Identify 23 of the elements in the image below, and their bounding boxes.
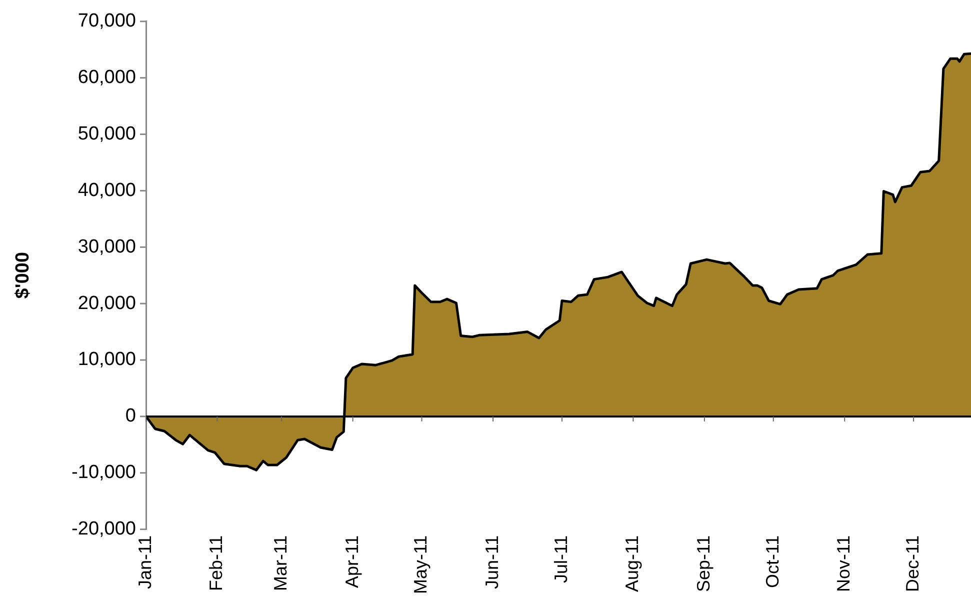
x-tick-label: May-11 (410, 535, 431, 594)
y-tick-label: 10,000 (78, 349, 136, 370)
x-tick-label: Jul-11 (550, 535, 571, 584)
x-tick-label: Aug-11 (622, 535, 642, 592)
y-tick-label: 50,000 (78, 124, 136, 145)
y-axis-title: $'000 (12, 252, 34, 299)
y-tick-label: 60,000 (78, 67, 136, 88)
x-tick-label: Mar-11 (270, 535, 291, 592)
y-tick-label: -20,000 (72, 518, 136, 540)
x-tick-label: Nov-11 (834, 535, 854, 592)
x-tick-label: Jun-11 (482, 535, 502, 590)
x-tick-label: Dec-11 (902, 535, 923, 592)
y-tick-label: 30,000 (78, 236, 136, 258)
y-tick-label: 70,000 (78, 10, 136, 32)
y-tick-label: 0 (125, 406, 136, 427)
x-tick-label: Jan-11 (134, 535, 155, 590)
x-tick-label: Oct-11 (762, 535, 782, 588)
y-tick-label: -10,000 (72, 462, 136, 484)
x-tick-label: Feb-11 (206, 535, 226, 592)
y-tick-label: 40,000 (78, 180, 136, 201)
y-tick-label: 20,000 (78, 292, 136, 314)
x-tick-label: Sep-11 (693, 535, 714, 592)
x-tick-label: Apr-11 (342, 535, 362, 588)
